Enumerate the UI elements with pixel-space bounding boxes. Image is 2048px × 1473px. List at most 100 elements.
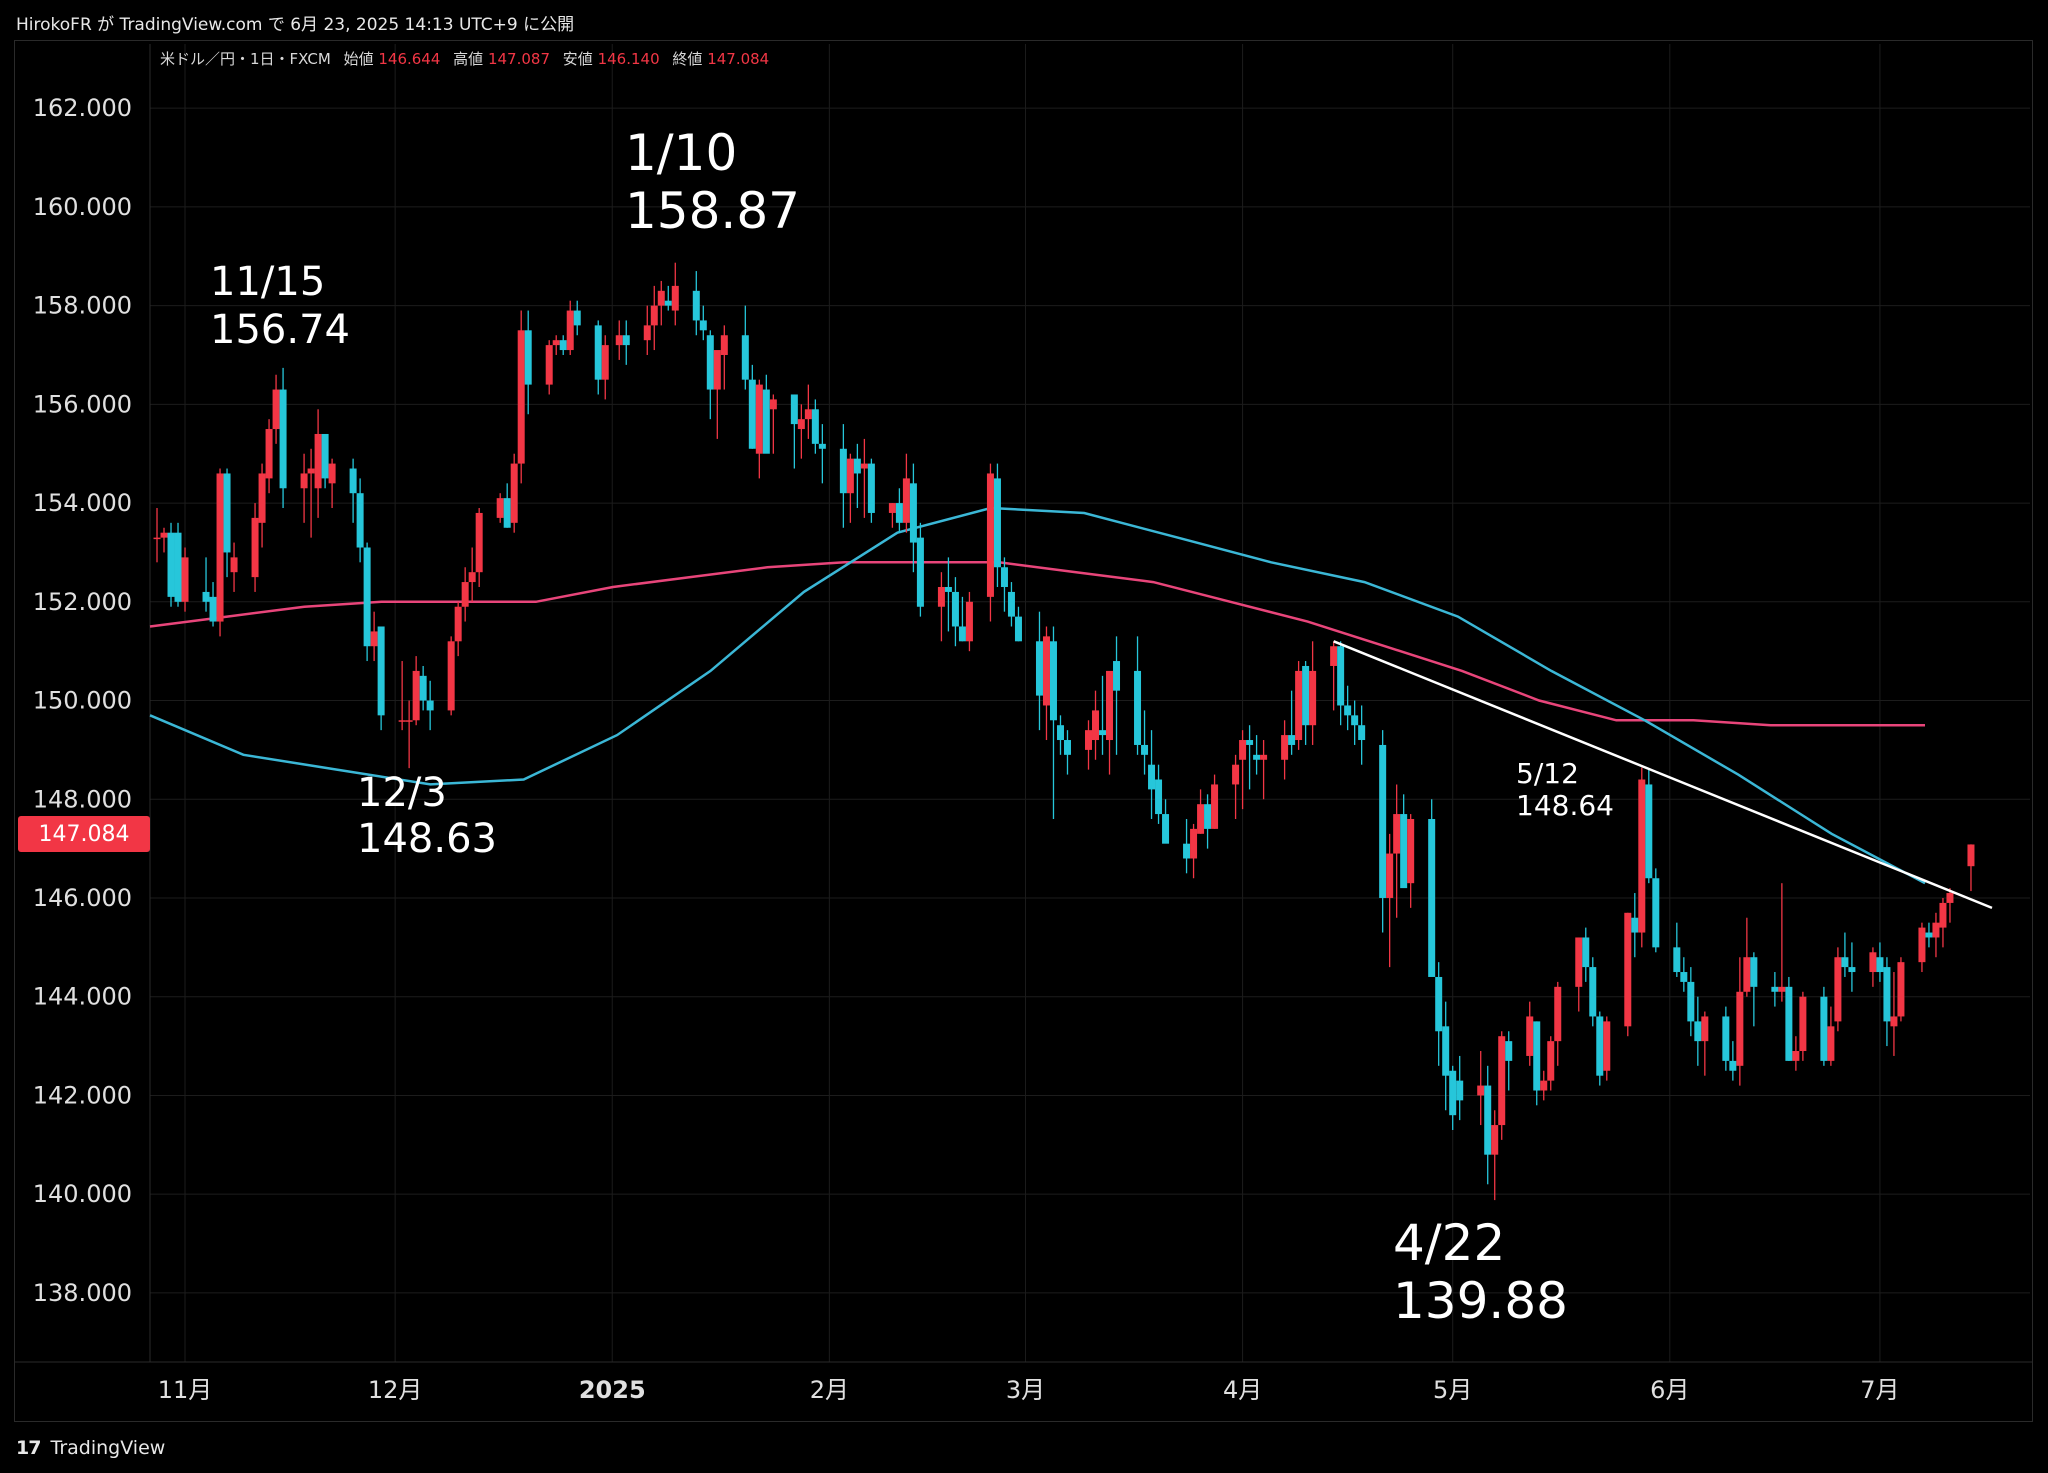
candle-body (755, 384, 763, 454)
candle-body (349, 468, 357, 494)
price-tick-label: 146.000 (33, 884, 132, 912)
candle-body (706, 335, 714, 390)
candle-body (1092, 710, 1100, 741)
candle-body (937, 586, 945, 607)
candle-body (1876, 957, 1884, 973)
time-tick-label: 3月 (1006, 1376, 1045, 1404)
candle-body (1771, 986, 1779, 992)
candle-body (1239, 740, 1247, 760)
candle-body (622, 335, 630, 346)
legend-low-label: 安値 (563, 50, 593, 68)
legend-close-value: 147.084 (707, 50, 769, 68)
candle-body (909, 483, 917, 543)
candle-body (643, 325, 651, 341)
candle-body (496, 498, 504, 518)
candle-body (1007, 591, 1015, 617)
candle-body (601, 345, 609, 380)
chart-frame[interactable] (14, 40, 2033, 1422)
price-tick-label: 152.000 (33, 588, 132, 616)
candle-body (377, 626, 385, 716)
last-price-value: 147.084 (39, 822, 130, 847)
candle-body (1526, 1016, 1534, 1056)
moving-average-long (149, 561, 1925, 727)
candle-body (853, 458, 861, 474)
candle-body (468, 572, 476, 583)
candle-body (1183, 843, 1191, 859)
candle-body (181, 557, 189, 602)
candle-body (300, 473, 308, 489)
candle-body (1722, 1016, 1730, 1061)
candle-body (1295, 670, 1303, 741)
candle-body (552, 340, 560, 346)
brand-name: TradingView (50, 1437, 166, 1459)
candle-body (1533, 1021, 1541, 1091)
annotation-date: 11/15 (210, 259, 325, 305)
candle-body (559, 340, 567, 351)
price-tick-label: 150.000 (33, 687, 132, 715)
candle-body (524, 330, 532, 385)
annotations-layer: 11/15 156.74 1/10 158.87 12/3 148.63 4/2… (210, 124, 1614, 1330)
candle-body (1932, 922, 1940, 938)
candle-body (1456, 1080, 1464, 1101)
candle-body (741, 335, 749, 380)
candle-body (615, 335, 623, 346)
candle-body (503, 498, 511, 528)
candle-body (1540, 1080, 1548, 1091)
candle-body (867, 463, 875, 513)
time-tick-label: 2月 (810, 1376, 849, 1404)
price-tick-label: 148.000 (33, 785, 132, 813)
candle-body (230, 557, 238, 573)
candle-body (790, 394, 798, 425)
symbol-legend: 米ドル／円・1日・FXCM 始値 146.644 高値 147.087 安値 1… (160, 50, 769, 68)
candle-body (1141, 744, 1149, 755)
candle-body (1750, 957, 1758, 987)
candle-body (1099, 730, 1107, 736)
candle-body (1673, 947, 1681, 973)
candle-body (1939, 902, 1947, 928)
candle-body (1925, 932, 1933, 938)
candle-body (797, 419, 805, 430)
candle-body (1063, 740, 1071, 755)
candle-body (860, 463, 868, 469)
annotation-price: 158.87 (625, 182, 800, 240)
candle-body (1596, 1016, 1604, 1076)
candle-body (1589, 967, 1597, 1017)
candle-body (944, 586, 952, 592)
candle-body (307, 468, 315, 474)
candle-body (167, 532, 175, 597)
candle-body (664, 300, 672, 306)
last-price-badge-bg (18, 816, 150, 852)
candle-body (447, 641, 455, 711)
candle-body (888, 503, 896, 513)
candle-body (1869, 952, 1877, 973)
candle-body (748, 379, 756, 449)
candle-body (1197, 804, 1205, 834)
candle-body (1505, 1041, 1513, 1061)
price-axis: 162.000 160.000 158.000 156.000 154.000 152.0… (33, 94, 132, 1307)
candle-body (1645, 784, 1653, 879)
candle-body (650, 305, 658, 326)
price-tick-label: 154.000 (33, 489, 132, 517)
candle-body (1484, 1085, 1492, 1155)
candle-body (1330, 646, 1338, 666)
candle-body (1386, 853, 1394, 898)
candle-body (1379, 744, 1387, 898)
annotation-price: 139.88 (1393, 1272, 1568, 1330)
candle-body (804, 409, 812, 420)
candle-body (1638, 779, 1646, 933)
ma-short-line (149, 506, 1926, 885)
legend-high-value: 147.087 (488, 50, 550, 68)
candle-body (1890, 1016, 1898, 1027)
candle-body (699, 320, 707, 331)
candle-body (1309, 670, 1317, 726)
candle-body (1624, 912, 1632, 1027)
candle-body (209, 596, 217, 622)
candle-body (356, 493, 364, 548)
candle-body (958, 626, 966, 642)
tradingview-brand[interactable]: 17 TradingView (16, 1437, 165, 1459)
candle-body (1582, 937, 1590, 968)
candle-body (517, 330, 525, 464)
candle-body (419, 675, 427, 701)
time-tick-label: 11月 (158, 1376, 213, 1404)
